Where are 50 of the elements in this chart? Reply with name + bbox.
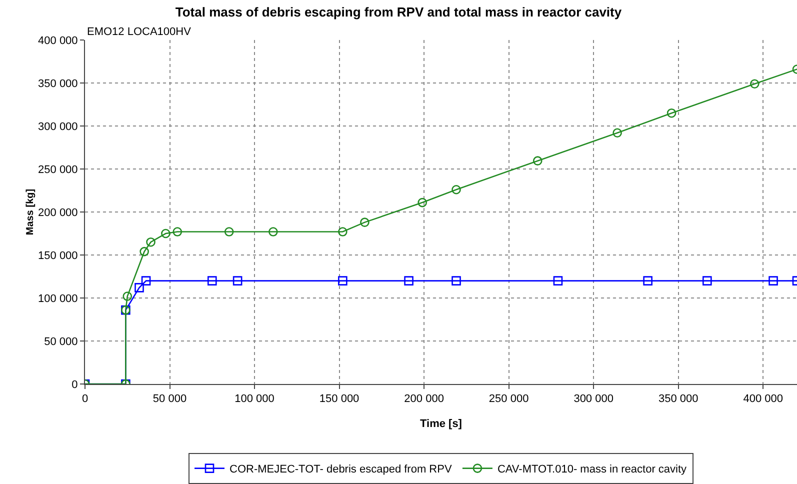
point <box>404 276 414 286</box>
point <box>134 283 144 292</box>
point <box>224 227 234 236</box>
point <box>768 276 778 286</box>
y-tick-label: 0 <box>72 378 78 391</box>
point <box>750 79 760 89</box>
point <box>666 108 676 118</box>
point <box>140 246 149 256</box>
point <box>702 276 712 286</box>
y-tick-label: 100 000 <box>38 292 78 305</box>
point <box>338 276 348 286</box>
x-tick-label: 350 000 <box>658 393 698 406</box>
point <box>532 156 542 166</box>
y-tick-label: 250 000 <box>38 164 78 176</box>
x-tick-label: 250 000 <box>488 393 529 406</box>
point <box>172 227 182 236</box>
point <box>207 276 217 286</box>
x-axis-title: Time [s] <box>420 418 462 430</box>
point <box>360 218 370 227</box>
point <box>418 198 427 208</box>
y-axis-title: Mass [kg] <box>25 188 36 236</box>
legend-label: CAV-MTOT.010- mass in reactor cavity <box>497 464 688 476</box>
y-tick-label: 150 000 <box>38 250 78 262</box>
point <box>141 276 151 286</box>
x-tick-label: 0 <box>82 393 88 406</box>
chart-title: Total mass of debris escaping from RPV and total mass in reactor cavity <box>175 4 622 20</box>
point <box>232 276 242 286</box>
x-tick-label: 150 000 <box>319 393 360 406</box>
y-tick-label: 50 000 <box>44 336 78 348</box>
point <box>268 227 278 236</box>
y-tick-label: 350 000 <box>38 78 78 90</box>
legend-label: COR-MEJEC-TOT- debris escaped from RPV <box>230 464 452 476</box>
x-tick-label: 200 000 <box>404 393 444 406</box>
point <box>553 276 563 286</box>
y-tick-label: 300 000 <box>38 120 78 133</box>
y-tick-label: 200 000 <box>38 206 78 219</box>
point <box>452 276 461 286</box>
point <box>643 276 652 286</box>
point <box>452 184 461 194</box>
point <box>338 227 348 236</box>
point <box>612 128 622 138</box>
x-tick-label: 100 000 <box>234 393 274 406</box>
x-tick-label: 50 000 <box>152 393 187 406</box>
x-tick-label: 400 000 <box>743 393 783 406</box>
text: EMO12 LOCA100HV <box>87 26 192 38</box>
point <box>122 292 132 301</box>
x-tick-label: 300 000 <box>574 393 614 406</box>
y-tick-label: 400 000 <box>38 34 78 47</box>
point <box>146 237 156 247</box>
point <box>161 228 170 238</box>
